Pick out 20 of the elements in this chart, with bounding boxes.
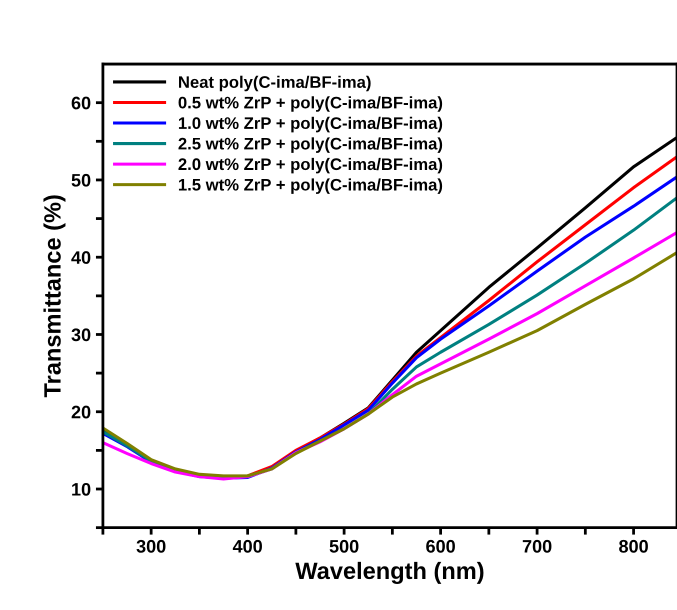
y-tick-label: 20 <box>72 406 90 418</box>
legend-label: 1.5 wt% ZrP + poly(C-ima/BF-ima) <box>178 178 442 194</box>
legend-label: 2.5 wt% ZrP + poly(C-ima/BF-ima) <box>178 137 442 153</box>
x-tick-label: 600 <box>426 540 455 553</box>
x-tick-label: 700 <box>522 540 552 553</box>
x-tick-label: 300 <box>136 540 166 553</box>
y-tick-label: 50 <box>72 174 90 187</box>
legend-label: Neat poly(C-ima/BF-ima) <box>179 76 371 92</box>
x-tick-label: 800 <box>619 540 648 553</box>
legend-label: 2.0 wt% ZrP + poly(C-ima/BF-ima) <box>178 158 442 174</box>
y-axis-title: Transmittance (%) <box>43 195 66 398</box>
y-tick-label: 40 <box>71 251 90 264</box>
y-tick-label: 10 <box>72 482 90 496</box>
x-tick-label: 400 <box>232 540 262 553</box>
x-tick-label: 500 <box>330 540 358 553</box>
legend-label: 0.5 wt% ZrP + poly(C-ima/BF-ima) <box>178 96 442 112</box>
y-tick-label: 30 <box>71 328 90 342</box>
legend-label: 1.0 wt% ZrP + poly(C-ima/BF-ima) <box>178 116 442 132</box>
x-axis-title: Wavelength (nm) <box>295 562 484 584</box>
y-tick-label: 60 <box>72 96 90 110</box>
